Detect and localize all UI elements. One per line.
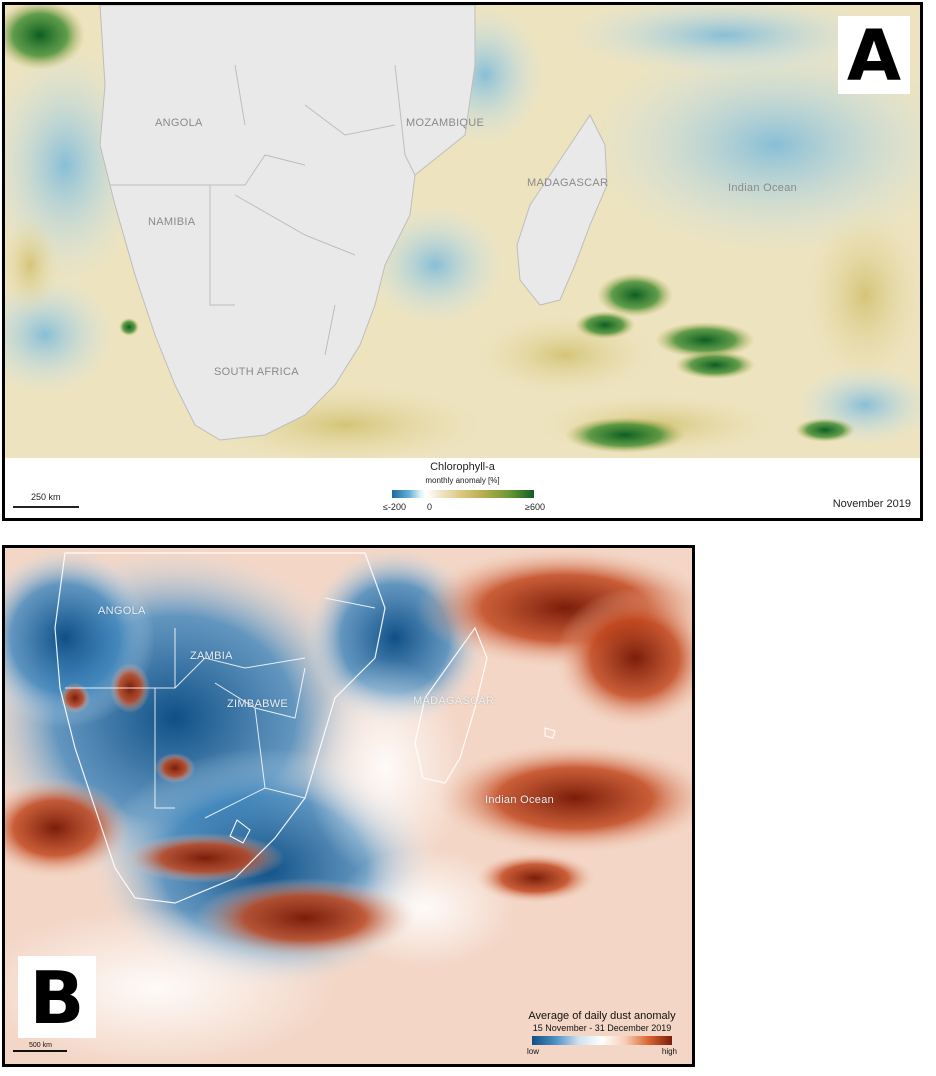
label-south-africa: SOUTH AFRICA xyxy=(214,366,299,378)
legend-title: Average of daily dust anomaly xyxy=(528,1010,676,1022)
label-mozambique: MOZAMBIQUE xyxy=(406,117,485,129)
panel-letter-b: B xyxy=(18,956,96,1040)
label-namibia: NAMIBIA xyxy=(148,216,196,228)
panel-letter-a: A xyxy=(838,16,910,96)
legend-title: Chlorophyll-a xyxy=(430,461,495,473)
label-indian-ocean: Indian Ocean xyxy=(728,182,798,194)
map-footer: 250 km Chlorophyll-a monthly anomaly [%]… xyxy=(5,458,920,518)
legend-high: high xyxy=(661,1047,677,1056)
tick-mid: 0 xyxy=(427,502,433,512)
dust-legend: Average of daily dust anomaly 15 Novembe… xyxy=(522,1010,682,1056)
label-angola: ANGOLA xyxy=(98,605,146,617)
chlorophyll-colorbar xyxy=(392,490,534,498)
chlorophyll-map xyxy=(5,5,920,460)
chlorophyll-map-panel: ANGOLA NAMIBIA SOUTH AFRICA MOZAMBIQUE M… xyxy=(2,2,923,521)
dust-map-panel: ANGOLA ZAMBIA ZIMBABWE MADAGASCAR Indian… xyxy=(2,545,695,1067)
scale-bar: 500 km xyxy=(13,1042,67,1052)
scale-label: 250 km xyxy=(31,492,61,502)
label-indian-ocean: Indian Ocean xyxy=(485,794,555,806)
legend-low: low xyxy=(527,1047,540,1056)
map-date: November 2019 xyxy=(832,498,911,510)
label-zambia: ZAMBIA xyxy=(190,650,233,662)
tick-high: ≥600 xyxy=(525,502,545,512)
dust-map xyxy=(5,548,692,1064)
label-madagascar: MADAGASCAR xyxy=(413,695,495,707)
scale-label: 500 km xyxy=(29,1042,52,1049)
label-angola: ANGOLA xyxy=(155,117,203,129)
tick-low: ≤-200 xyxy=(383,502,406,512)
legend-subtitle: 15 November - 31 December 2019 xyxy=(532,1023,672,1033)
dust-colorbar xyxy=(532,1036,672,1045)
legend-subtitle: monthly anomaly [%] xyxy=(425,476,500,485)
label-madagascar: MADAGASCAR xyxy=(527,177,609,189)
label-zimbabwe: ZIMBABWE xyxy=(227,698,289,710)
